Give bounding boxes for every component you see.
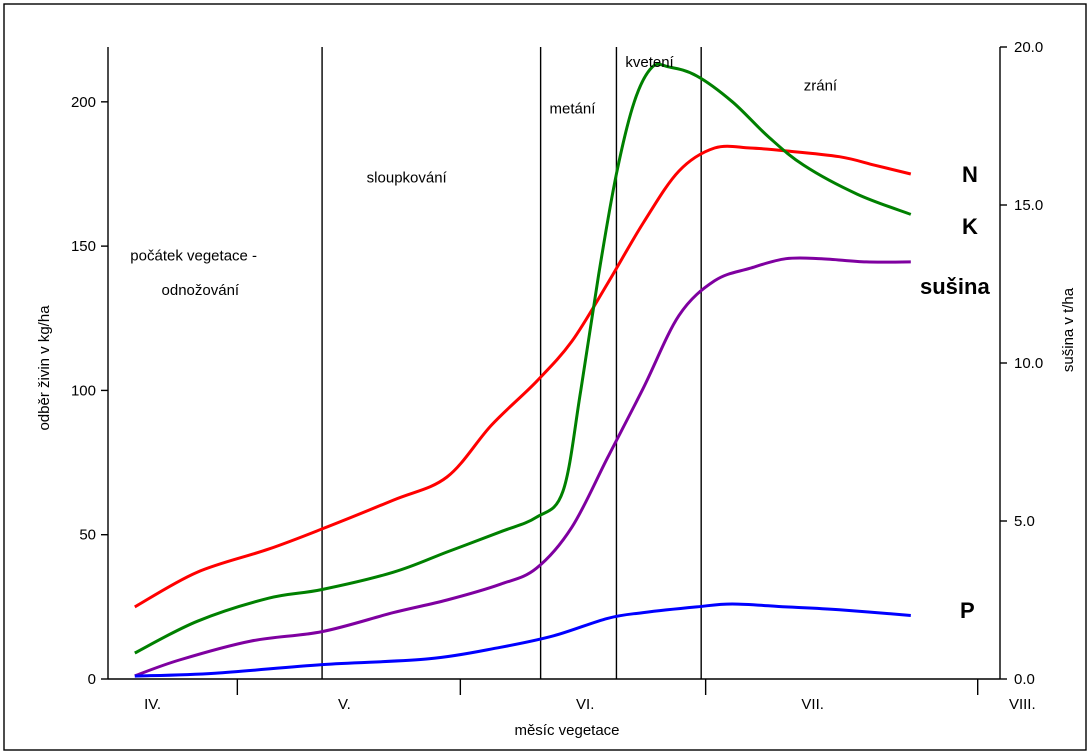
series-line-p: [134, 602, 911, 678]
month-tick-label: IV.: [144, 696, 161, 713]
series-line-k: [134, 62, 912, 655]
right-tick-label: 0.0: [1014, 671, 1035, 688]
left-tick-label: 150: [71, 238, 96, 255]
right-tick-label: 5.0: [1014, 513, 1035, 530]
y-axis-title-left: odběr živin v kg/ha: [36, 305, 53, 431]
series-label-susina: sušina: [920, 274, 990, 299]
x-axis-title: měsíc vegetace: [514, 722, 619, 739]
month-tick-label: VII.: [801, 696, 824, 713]
phase-labels: počátek vegetace - odnožování sloupkování m…: [130, 54, 838, 299]
right-tick-label: 20.0: [1014, 39, 1043, 56]
left-tick-label: 200: [71, 94, 96, 111]
month-tick-label: V.: [338, 696, 351, 713]
left-tick-label: 50: [79, 527, 96, 544]
month-tick-label: VIII.: [1009, 696, 1036, 713]
y-axis-title-right: sušina v t/ha: [1060, 287, 1077, 372]
series-line-susina: [134, 256, 911, 678]
phase-dividers: [321, 47, 702, 679]
bottom-axis-ticks: IV. V. VI. VII. VIII.: [144, 679, 1036, 713]
series-label-n: N: [962, 162, 978, 187]
left-tick-label: 100: [71, 382, 96, 399]
left-tick-label: 0: [88, 671, 96, 688]
series-label-p: P: [960, 598, 975, 623]
phase-label: sloupkování: [367, 170, 448, 187]
right-tick-label: 10.0: [1014, 355, 1043, 372]
phase-label: zrání: [804, 77, 838, 94]
series-label-k: K: [962, 214, 978, 239]
phase-label: počátek vegetace -: [130, 248, 257, 265]
month-tick-label: VI.: [576, 696, 594, 713]
left-axis-ticks: 0 50 100 150 200: [71, 94, 108, 688]
phase-label: kvetení: [625, 54, 674, 71]
right-axis-ticks: 0.0 5.0 10.0 15.0 20.0: [1000, 39, 1043, 688]
series-lines: [134, 62, 912, 678]
phase-label: metání: [550, 100, 597, 117]
phase-label: odnožování: [162, 282, 240, 299]
right-tick-label: 15.0: [1014, 197, 1043, 214]
